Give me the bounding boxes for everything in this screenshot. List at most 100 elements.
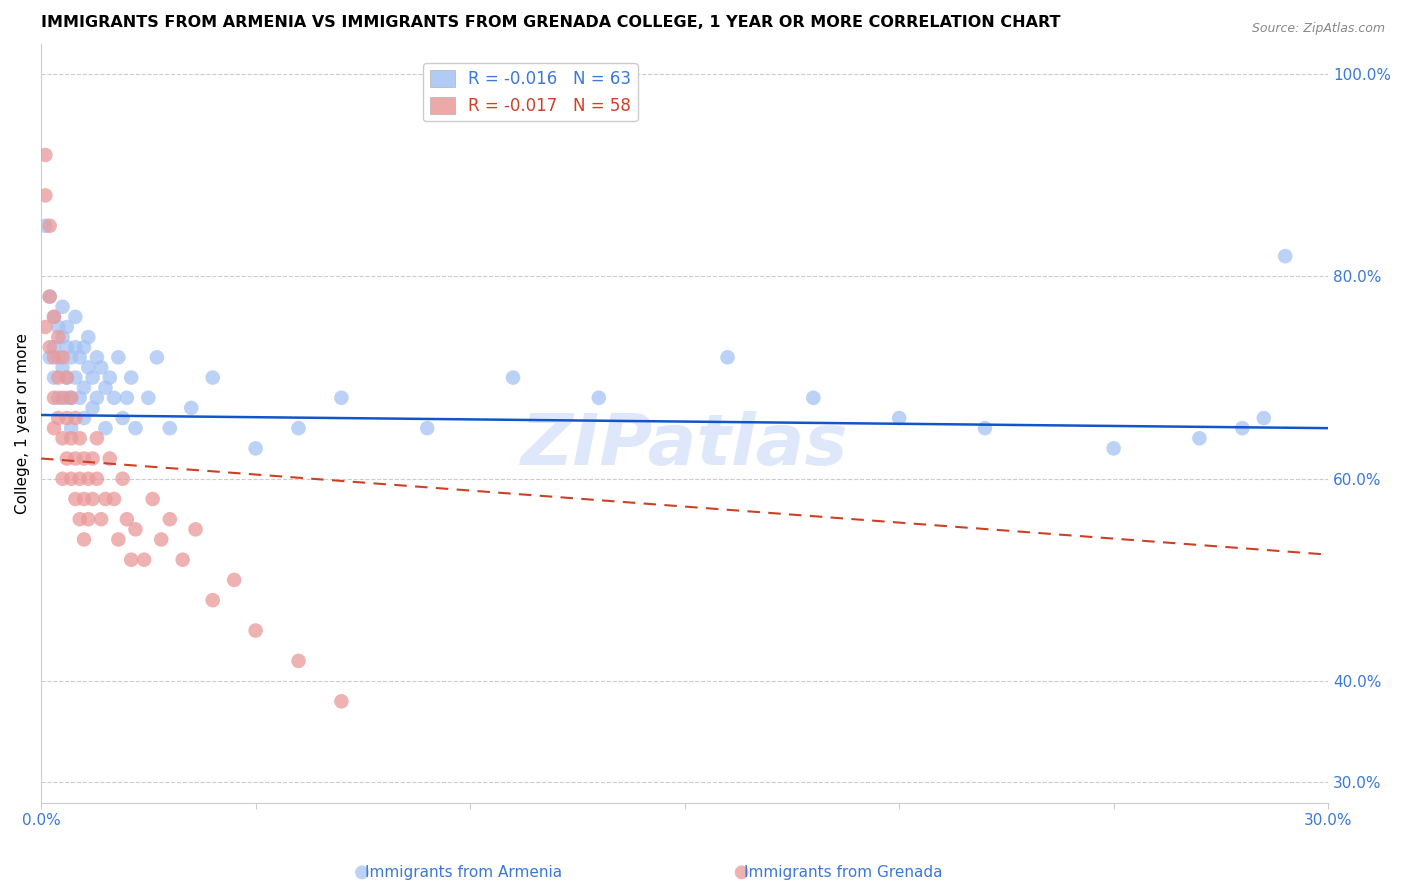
Point — [124, 522, 146, 536]
Text: IMMIGRANTS FROM ARMENIA VS IMMIGRANTS FROM GRENADA COLLEGE, 1 YEAR OR MORE CORRE: IMMIGRANTS FROM ARMENIA VS IMMIGRANTS FR… — [41, 15, 1060, 30]
Point — [86, 431, 108, 445]
Point — [103, 491, 125, 506]
Point — [34, 188, 56, 202]
Point — [180, 401, 202, 415]
Point — [1274, 249, 1296, 263]
Point — [330, 694, 353, 708]
Point — [138, 391, 160, 405]
Point — [245, 442, 267, 456]
Point — [42, 340, 65, 354]
Point — [416, 421, 439, 435]
Point — [159, 512, 181, 526]
Point — [46, 351, 69, 365]
Point — [107, 351, 129, 365]
Point — [94, 381, 117, 395]
Point — [56, 370, 79, 384]
Point — [42, 391, 65, 405]
Point — [352, 865, 374, 880]
Point — [51, 431, 73, 445]
Point — [38, 219, 60, 233]
Point — [1102, 442, 1125, 456]
Point — [111, 411, 134, 425]
Point — [51, 391, 73, 405]
Point — [51, 472, 73, 486]
Point — [86, 351, 108, 365]
Point — [146, 351, 169, 365]
Point — [56, 451, 79, 466]
Point — [42, 370, 65, 384]
Point — [69, 431, 91, 445]
Point — [1188, 431, 1211, 445]
Point — [56, 320, 79, 334]
Point — [86, 391, 108, 405]
Point — [51, 300, 73, 314]
Point — [65, 411, 87, 425]
Point — [60, 351, 83, 365]
Point — [132, 552, 155, 566]
Point — [77, 360, 100, 375]
Point — [65, 491, 87, 506]
Point — [224, 573, 246, 587]
Point — [731, 865, 754, 880]
Point — [77, 472, 100, 486]
Point — [73, 491, 96, 506]
Point — [51, 330, 73, 344]
Point — [120, 552, 142, 566]
Point — [172, 552, 194, 566]
Point — [73, 533, 96, 547]
Point — [69, 391, 91, 405]
Point — [60, 391, 83, 405]
Point — [90, 360, 112, 375]
Point — [103, 391, 125, 405]
Point — [38, 290, 60, 304]
Point — [38, 351, 60, 365]
Point — [65, 451, 87, 466]
Point — [46, 391, 69, 405]
Point — [716, 351, 738, 365]
Point — [56, 370, 79, 384]
Point — [1232, 421, 1254, 435]
Point — [201, 370, 224, 384]
Point — [887, 411, 910, 425]
Point — [51, 360, 73, 375]
Point — [94, 491, 117, 506]
Point — [46, 411, 69, 425]
Point — [502, 370, 524, 384]
Point — [801, 391, 824, 405]
Point — [90, 512, 112, 526]
Point — [974, 421, 997, 435]
Point — [77, 330, 100, 344]
Point — [82, 401, 104, 415]
Point — [69, 351, 91, 365]
Point — [82, 451, 104, 466]
Point — [34, 148, 56, 162]
Text: Immigrants from Armenia: Immigrants from Armenia — [366, 865, 562, 880]
Point — [42, 310, 65, 324]
Point — [65, 340, 87, 354]
Point — [77, 512, 100, 526]
Point — [98, 370, 121, 384]
Point — [46, 330, 69, 344]
Text: ZIPatlas: ZIPatlas — [522, 411, 848, 481]
Point — [38, 290, 60, 304]
Point — [65, 370, 87, 384]
Point — [46, 320, 69, 334]
Point — [73, 340, 96, 354]
Point — [73, 451, 96, 466]
Point — [588, 391, 610, 405]
Point — [38, 340, 60, 354]
Point — [201, 593, 224, 607]
Point — [60, 421, 83, 435]
Text: Source: ZipAtlas.com: Source: ZipAtlas.com — [1251, 22, 1385, 36]
Point — [56, 391, 79, 405]
Point — [142, 491, 165, 506]
Point — [184, 522, 207, 536]
Point — [34, 320, 56, 334]
Point — [73, 381, 96, 395]
Point — [69, 472, 91, 486]
Point — [107, 533, 129, 547]
Point — [69, 512, 91, 526]
Point — [1253, 411, 1275, 425]
Point — [34, 219, 56, 233]
Point — [42, 351, 65, 365]
